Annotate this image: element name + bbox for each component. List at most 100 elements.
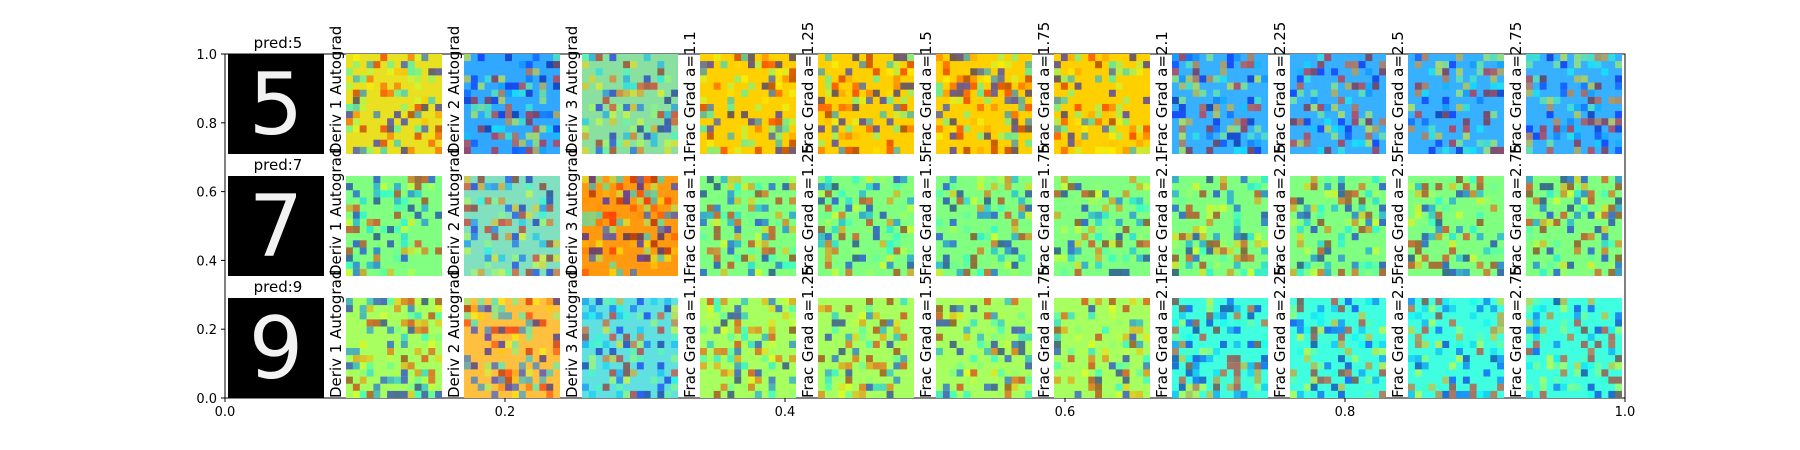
heatmap-cell (1553, 197, 1561, 205)
heatmap-cell (818, 211, 825, 219)
heatmap-cell (650, 240, 658, 248)
heatmap-cell (1192, 54, 1200, 62)
heatmap-cell (421, 326, 429, 334)
heatmap-cell (1526, 176, 1533, 184)
heatmap-cell (1449, 383, 1456, 391)
heatmap-cell (602, 298, 610, 306)
heatmap-cell (1587, 247, 1595, 255)
heatmap-cell (1442, 75, 1450, 83)
heatmap-cell (1206, 312, 1214, 320)
heatmap-cell (1178, 139, 1186, 147)
heatmap-cell (1115, 111, 1123, 119)
heatmap-cell (671, 305, 678, 313)
heatmap-cell (706, 298, 714, 306)
heatmap-cell (359, 369, 367, 377)
heatmap-cell (1615, 362, 1622, 370)
heatmap-cell (754, 268, 762, 276)
heatmap-cell (616, 197, 624, 205)
heatmap-cell (852, 247, 860, 255)
heatmap-cell (671, 233, 678, 241)
heatmap-cell (1324, 261, 1332, 269)
heatmap-cell (761, 82, 769, 90)
heatmap-cell (886, 298, 894, 306)
heatmap-cell (484, 240, 492, 248)
heatmap-cell (1351, 261, 1359, 269)
heatmap-cell (595, 383, 603, 391)
heatmap-cell (1442, 104, 1450, 112)
heatmap-cell (1539, 390, 1547, 398)
heatmap-cell (546, 190, 554, 198)
heatmap-cell (1261, 211, 1268, 219)
heatmap-cell (1254, 376, 1262, 384)
heatmap-cell (512, 369, 519, 377)
heatmap-cell (1185, 362, 1193, 370)
heatmap-cell (1553, 240, 1561, 248)
heatmap-cell (1122, 390, 1130, 398)
heatmap-cell (400, 61, 408, 69)
heatmap-cell (630, 61, 637, 69)
heatmap-cell (546, 390, 554, 398)
heatmap-cell (1172, 68, 1179, 76)
heatmap-cell (1136, 204, 1144, 212)
heatmap-cell (775, 118, 783, 126)
heatmap-cell (706, 61, 714, 69)
heatmap-cell (1143, 355, 1150, 363)
heatmap-cell (505, 82, 512, 90)
heatmap-cell (1074, 139, 1082, 147)
heatmap-cell (1220, 305, 1227, 313)
heatmap-cell (727, 218, 735, 226)
heatmap-cell (1172, 319, 1179, 327)
heatmap-cell (1435, 326, 1443, 334)
heatmap-panel (1408, 54, 1504, 154)
heatmap-cell (1129, 333, 1137, 341)
heatmap-cell (1476, 333, 1484, 341)
heatmap-cell (1546, 355, 1554, 363)
heatmap-cell (1172, 355, 1179, 363)
heatmap-cell (435, 305, 442, 313)
heatmap-cell (1247, 268, 1255, 276)
heatmap-cell (498, 218, 506, 226)
heatmap-cell (1220, 233, 1227, 241)
heatmap-cell (1587, 146, 1595, 154)
heatmap-cell (1025, 233, 1032, 241)
heatmap-cell (977, 118, 984, 126)
heatmap-cell (1615, 254, 1622, 262)
digit-title: pred:7 (254, 156, 303, 174)
heatmap-cell (1462, 104, 1470, 112)
heatmap-cell (782, 118, 790, 126)
heatmap-cell (1526, 390, 1533, 398)
heatmap-cell (435, 211, 442, 219)
heatmap-cell (1143, 125, 1150, 133)
heatmap-cell (366, 226, 374, 234)
heatmap-cell (505, 376, 512, 384)
heatmap-cell (1095, 75, 1102, 83)
heatmap-cell (435, 333, 442, 341)
heatmap-cell (1338, 183, 1345, 191)
heatmap-cell (1060, 312, 1068, 320)
heatmap-cell (1546, 362, 1554, 370)
heatmap-cell (1351, 139, 1359, 147)
heatmap-cell (671, 355, 678, 363)
heatmap-cell (595, 298, 603, 306)
heatmap-cell (1081, 348, 1089, 356)
heatmap-cell (1358, 326, 1366, 334)
heatmap-cell (997, 68, 1005, 76)
heatmap-cell (352, 146, 360, 154)
heatmap-cell (845, 125, 853, 133)
heatmap-cell (1102, 204, 1109, 212)
heatmap-cell (1456, 190, 1463, 198)
heatmap-cell (1372, 268, 1380, 276)
heatmap-cell (505, 204, 512, 212)
heatmap-cell (900, 362, 908, 370)
heatmap-cell (1172, 268, 1179, 276)
heatmap-cell (366, 298, 374, 306)
heatmap-cell (1088, 312, 1096, 320)
heatmap-cell (588, 75, 596, 83)
heatmap-cell (1338, 139, 1345, 147)
heatmap-cell (990, 233, 998, 241)
heatmap-cell (414, 75, 422, 83)
heatmap-cell (956, 197, 964, 205)
heatmap-cell (1546, 176, 1554, 184)
column-label: Frac Grad a=1.5 (917, 153, 935, 276)
heatmap-cell (824, 204, 832, 212)
